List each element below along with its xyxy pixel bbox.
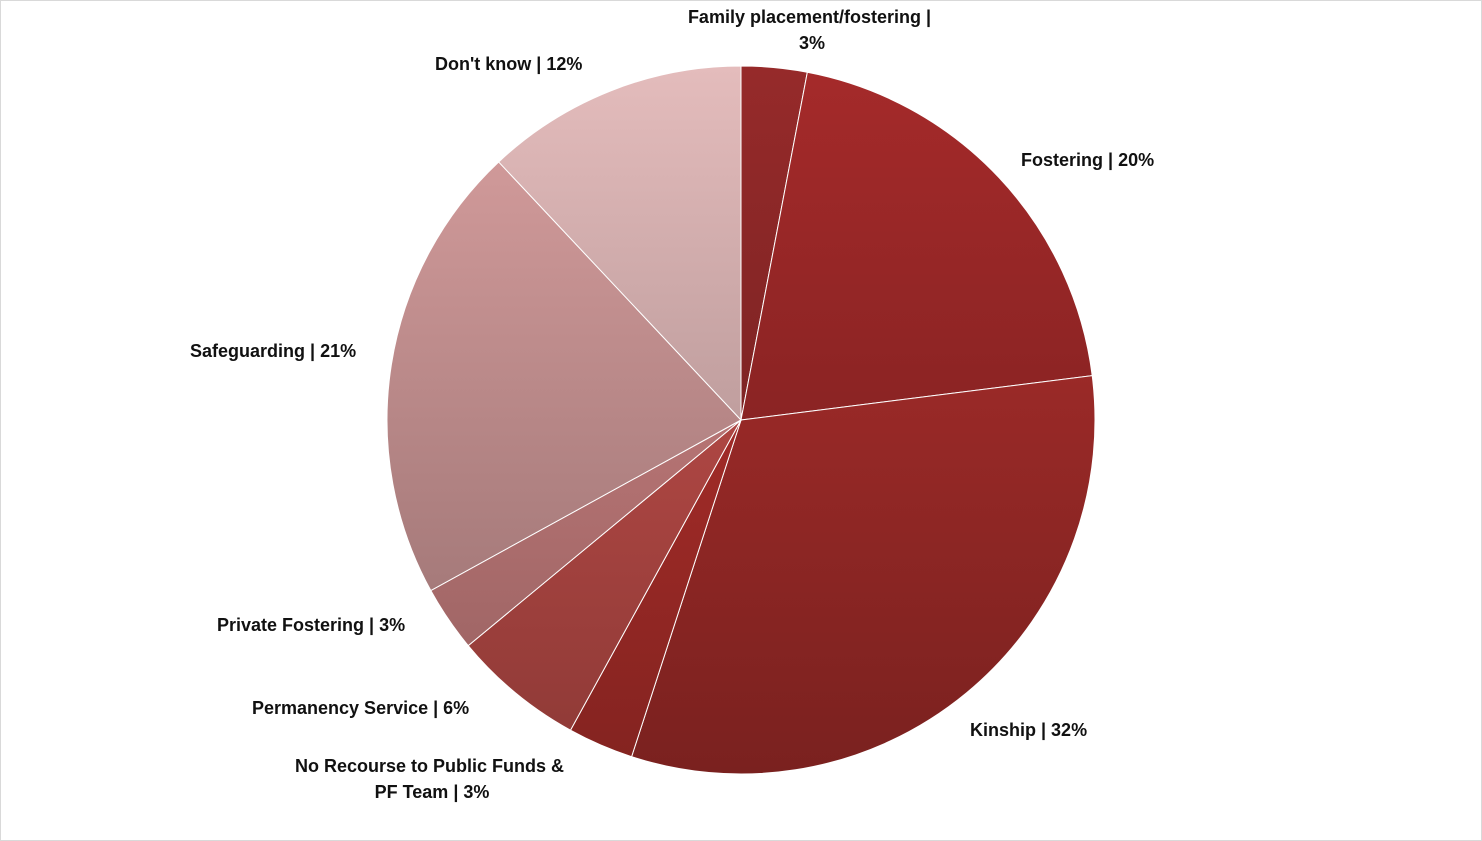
pie-slice-kinship: [630, 375, 1096, 775]
slice-label-family-placement: Family placement/fostering | 3%: [688, 7, 936, 53]
slice-label-dont-know: Don't know | 12%: [435, 54, 582, 74]
pie-slice-permanency-service: [467, 419, 742, 731]
pie-slices: [386, 65, 1096, 775]
pie-slice-don-t-know: [497, 65, 742, 422]
slice-label-fostering: Fostering | 20%: [1021, 150, 1154, 170]
pie-slice-safeguarding: [386, 161, 742, 592]
slice-label-permanency: Permanency Service | 6%: [252, 698, 469, 718]
slice-label-no-recourse: No Recourse to Public Funds & PF Team | …: [295, 756, 569, 802]
slice-label-kinship: Kinship | 32%: [970, 720, 1087, 740]
slice-label-safeguarding: Safeguarding | 21%: [190, 341, 356, 361]
slice-labels: Family placement/fostering | 3% Fosterin…: [190, 7, 1154, 802]
pie-slice-fostering: [740, 71, 1093, 421]
slice-label-private-fostering: Private Fostering | 3%: [217, 615, 405, 635]
